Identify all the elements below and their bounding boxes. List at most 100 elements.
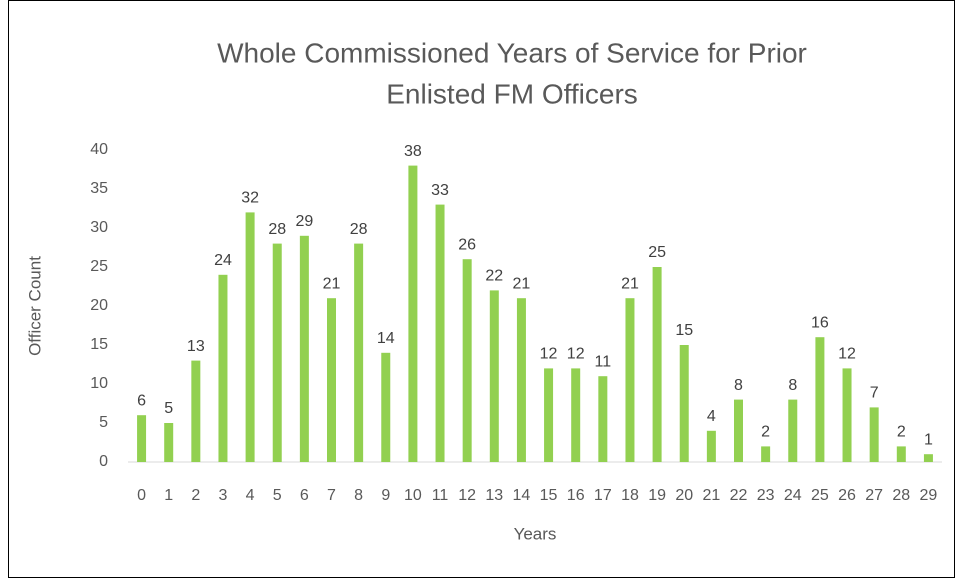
bar [354,243,364,462]
data-label: 15 [675,322,693,339]
x-tick-label: 23 [757,487,775,504]
x-tick-label: 21 [702,487,720,504]
data-label: 7 [870,385,879,402]
data-label: 16 [811,314,829,331]
x-tick-label: 1 [164,487,173,504]
bar [191,360,201,462]
x-tick-label: 15 [540,487,558,504]
x-tick-label: 22 [730,487,748,504]
x-tick-label: 13 [485,487,503,504]
data-label: 26 [458,236,476,253]
data-label: 28 [268,221,286,238]
data-label: 33 [431,182,449,199]
bar [761,446,771,462]
y-tick-label: 15 [90,336,108,353]
x-tick-label: 12 [458,487,476,504]
data-label: 11 [595,353,612,370]
data-label: 12 [838,346,856,363]
x-tick-label: 19 [648,487,666,504]
bar [788,399,798,462]
data-label: 12 [540,346,558,363]
bar [435,204,445,462]
x-tick-label: 26 [838,487,856,504]
data-label: 12 [567,346,585,363]
data-label: 1 [924,431,933,448]
x-tick-label: 25 [811,487,829,504]
data-label: 13 [187,338,205,355]
chart-title: Enlisted FM Officers [386,78,638,109]
x-tick-label: 9 [381,487,390,504]
data-label: 25 [648,244,666,261]
y-tick-label: 30 [90,219,108,236]
x-tick-label: 24 [784,487,802,504]
x-tick-label: 4 [246,487,255,504]
bar [218,274,228,462]
data-label: 8 [788,377,797,394]
bar [299,235,309,462]
x-tick-label: 6 [300,487,309,504]
x-tick-label: 5 [273,487,282,504]
data-label: 29 [295,213,313,230]
x-tick-label: 0 [137,487,146,504]
data-label: 21 [621,275,639,292]
bar [842,368,852,462]
y-tick-label: 35 [90,180,108,197]
y-tick-label: 25 [90,258,108,275]
data-label: 8 [734,377,743,394]
bar [652,267,662,462]
y-tick-label: 5 [99,414,108,431]
bar [815,337,825,462]
data-label: 4 [707,408,716,425]
x-axis-title: Years [514,524,557,543]
data-label: 32 [241,190,259,207]
data-label: 38 [404,143,422,160]
bar [869,407,879,462]
bar [734,399,743,462]
y-tick-label: 0 [99,453,108,470]
bar [896,446,906,462]
x-tick-label: 3 [219,487,228,504]
x-tick-label: 11 [432,487,449,504]
bar [598,376,608,462]
bar [137,415,147,462]
data-label: 14 [377,330,395,347]
bar [679,345,689,462]
y-tick-label: 10 [90,375,108,392]
data-label: 2 [761,424,770,441]
x-tick-label: 27 [865,487,883,504]
data-label: 21 [513,275,531,292]
data-label: 2 [897,424,906,441]
x-tick-label: 18 [621,487,639,504]
y-axis-title: Officer Count [25,256,44,356]
y-tick-label: 40 [90,141,108,158]
data-label: 5 [164,400,173,417]
x-tick-label: 10 [404,487,422,504]
data-label: 28 [350,221,368,238]
chart-border [8,0,955,578]
x-tick-label: 14 [513,487,531,504]
x-tick-label: 17 [594,487,612,504]
bar [706,430,716,462]
bar [571,368,581,462]
bar [272,243,282,462]
bar [544,368,554,462]
bar [489,290,499,462]
bar [516,298,526,462]
y-tick-label: 20 [90,297,108,314]
x-tick-label: 29 [920,487,938,504]
bar [245,212,255,462]
bar [327,298,336,462]
chart-title: Whole Commissioned Years of Service for … [217,37,807,68]
data-label: 24 [214,252,232,269]
x-tick-label: 8 [354,487,363,504]
data-label: 22 [485,268,503,285]
bar [164,423,174,462]
bar [408,165,418,462]
bar [923,454,933,462]
x-tick-label: 28 [892,487,910,504]
x-tick-label: 7 [327,487,336,504]
x-tick-label: 2 [191,487,200,504]
x-tick-label: 20 [675,487,693,504]
